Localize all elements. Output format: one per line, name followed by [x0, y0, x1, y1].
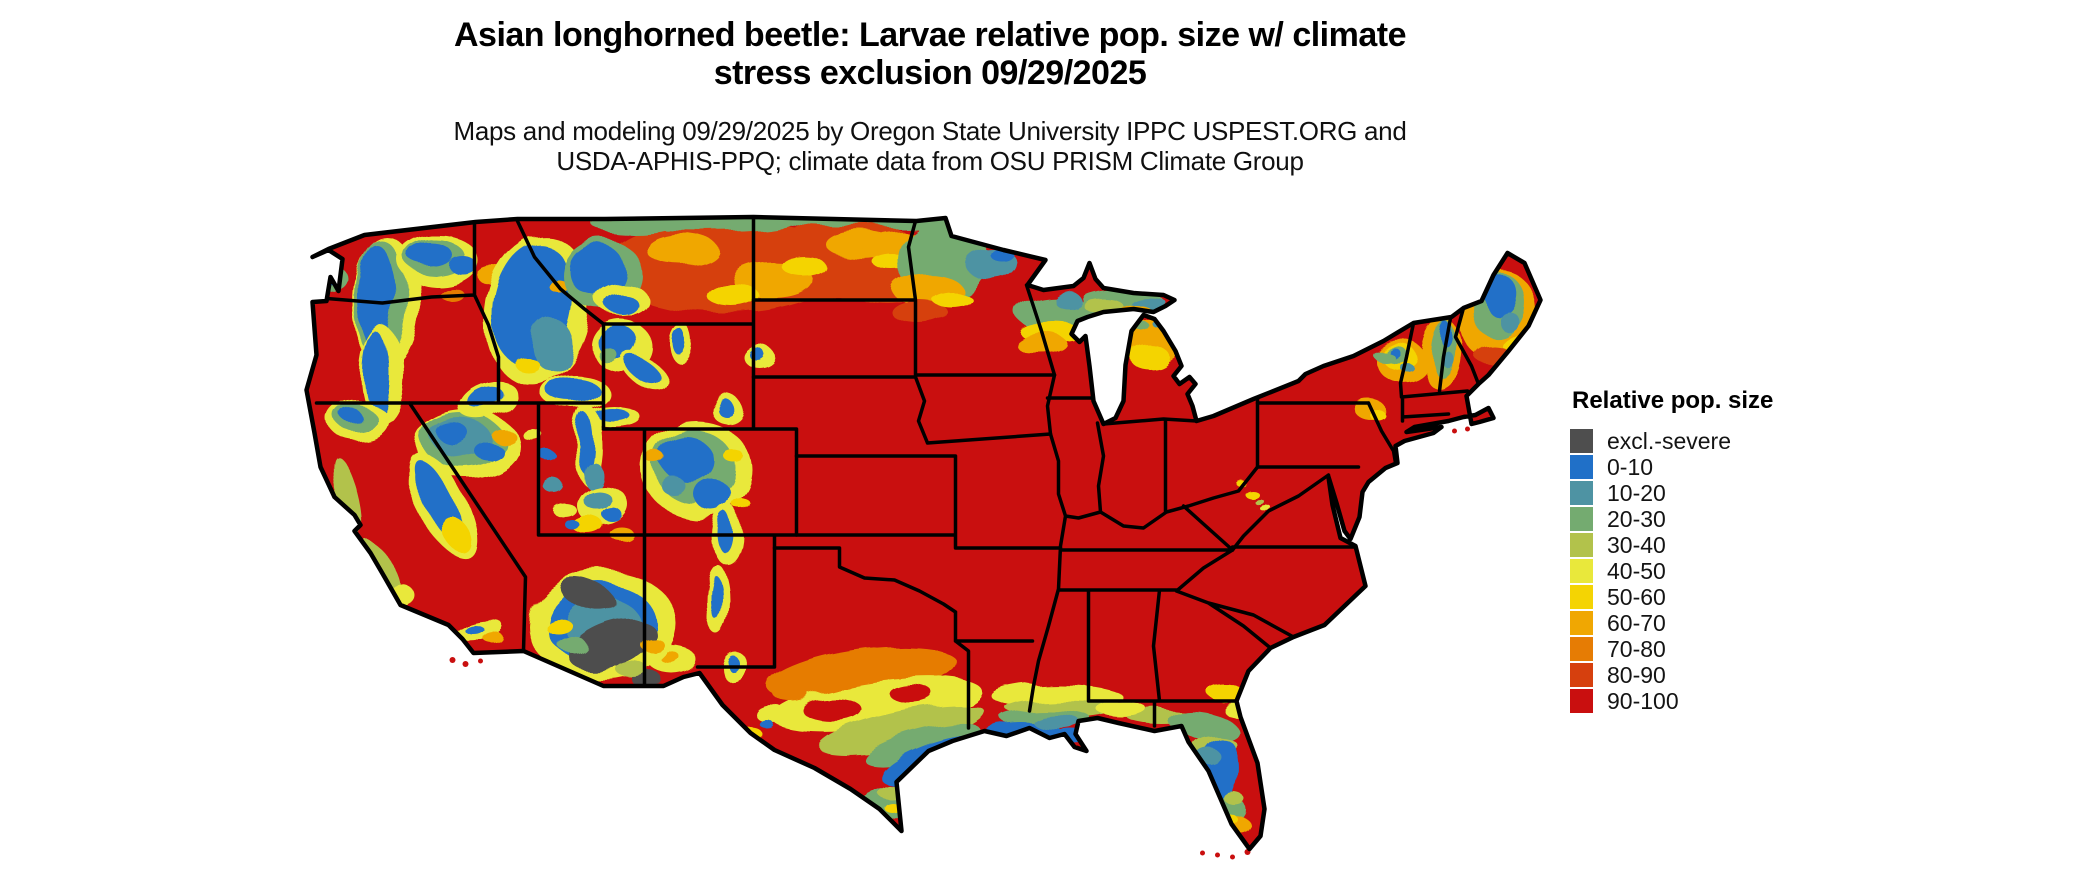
map-subtitle-line2: USDA-APHIS-PPQ; climate data from OSU PR…	[556, 146, 1304, 176]
legend-item: 0-10	[1570, 454, 1850, 480]
legend-items: excl.-severe 0-10 10-20 20-30 30-40 40-5…	[1570, 428, 1850, 714]
us-map-canvas	[304, 214, 1543, 860]
legend-item-label: 90-100	[1607, 688, 1679, 714]
legend-swatch	[1570, 663, 1593, 687]
legend-item-label: 30-40	[1607, 532, 1666, 558]
legend-item-label: 0-10	[1607, 454, 1654, 480]
map-title-line1: Asian longhorned beetle: Larvae relative…	[453, 16, 1407, 54]
us-outline	[304, 214, 1543, 852]
legend-item-label: 40-50	[1607, 558, 1666, 584]
legend-item-label: 10-20	[1607, 480, 1666, 506]
legend-item: 80-90	[1570, 662, 1850, 688]
map-legend: Relative pop. size excl.-severe 0-10 10-…	[1570, 388, 1850, 714]
figure-subtitle: Maps and modeling 09/29/2025 by Oregon S…	[0, 116, 1860, 176]
legend-item: 30-40	[1570, 532, 1850, 558]
legend-item-label: 70-80	[1607, 636, 1666, 662]
legend-swatch	[1570, 585, 1593, 609]
legend-swatch	[1570, 611, 1593, 635]
legend-item: 50-60	[1570, 584, 1850, 610]
legend-swatch	[1570, 507, 1593, 531]
legend-swatch	[1570, 455, 1593, 479]
map-subtitle-line1: Maps and modeling 09/29/2025 by Oregon S…	[453, 116, 1407, 146]
legend-item: 40-50	[1570, 558, 1850, 584]
legend-item-label: 80-90	[1607, 662, 1666, 688]
legend-swatch	[1570, 533, 1593, 557]
legend-item: 70-80	[1570, 636, 1850, 662]
state-borders	[306, 217, 1481, 730]
legend-swatch	[1570, 689, 1593, 713]
legend-swatch	[1570, 429, 1593, 453]
map-title-line2: stress exclusion 09/29/2025	[713, 54, 1147, 92]
legend-item-label: 50-60	[1607, 584, 1666, 610]
legend-item-label: excl.-severe	[1607, 428, 1731, 454]
us-map	[300, 205, 1550, 865]
legend-item: 60-70	[1570, 610, 1850, 636]
legend-swatch	[1570, 481, 1593, 505]
legend-item: 90-100	[1570, 688, 1850, 714]
legend-title: Relative pop. size	[1572, 387, 1774, 414]
legend-item-label: 20-30	[1607, 506, 1666, 532]
legend-item-label: 60-70	[1607, 610, 1666, 636]
legend-swatch	[1570, 637, 1593, 661]
legend-item: 10-20	[1570, 480, 1850, 506]
legend-item: 20-30	[1570, 506, 1850, 532]
legend-swatch	[1570, 559, 1593, 583]
offshore-islands	[449, 426, 1470, 860]
legend-item: excl.-severe	[1570, 428, 1850, 454]
figure-header: Asian longhorned beetle: Larvae relative…	[0, 16, 1860, 176]
